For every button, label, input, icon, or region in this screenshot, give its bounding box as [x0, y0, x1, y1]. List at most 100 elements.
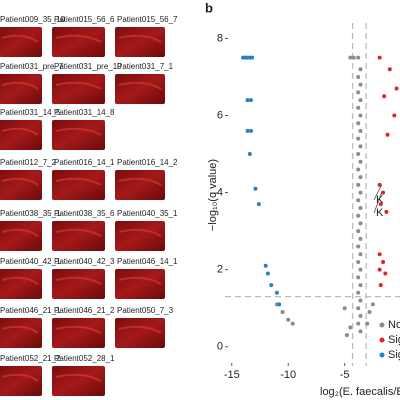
plate-label: Patient012_7_2	[0, 158, 57, 167]
y-axis-label: −log₁₀(q value)	[207, 159, 219, 231]
point	[356, 198, 361, 203]
point	[394, 86, 399, 91]
point	[377, 182, 382, 187]
plate-streak	[118, 34, 162, 43]
legend-label: Sig	[388, 334, 400, 346]
point	[358, 313, 363, 318]
plate-image	[52, 27, 105, 57]
plate-streak	[1, 325, 39, 334]
point	[382, 94, 387, 99]
legend-marker	[379, 337, 385, 343]
point	[356, 244, 361, 249]
point	[344, 333, 349, 338]
point	[245, 98, 250, 103]
x-tick-label: -10	[280, 369, 296, 381]
plate-image	[52, 318, 105, 348]
point	[358, 267, 363, 272]
plate-streak	[55, 177, 102, 186]
plate-image	[115, 27, 165, 57]
plate-label: Patient038_35_1	[0, 209, 61, 218]
plate-label: Patient015_56_6	[54, 15, 115, 24]
point	[358, 298, 363, 303]
point	[263, 263, 268, 268]
point	[358, 221, 363, 226]
point	[356, 167, 361, 172]
y-tick-label: 2	[217, 264, 223, 276]
plate-label: Patient009_35_10	[0, 15, 66, 24]
plate-streak	[1, 34, 39, 43]
plate-image	[0, 318, 42, 348]
point	[367, 310, 372, 315]
plate-streak	[55, 228, 102, 237]
panel-label: b	[205, 0, 213, 15]
point	[248, 128, 253, 133]
point	[274, 290, 279, 295]
plate-label: Patient031_14_8	[54, 108, 115, 117]
point	[358, 329, 363, 334]
plate-image	[52, 221, 105, 251]
plate-streak	[1, 177, 39, 186]
x-tick-label: -15	[224, 369, 240, 381]
plate-image	[0, 74, 42, 104]
point	[358, 82, 363, 87]
plate-image	[52, 74, 105, 104]
point	[248, 98, 253, 103]
point	[256, 202, 261, 207]
point	[356, 259, 361, 264]
point	[358, 283, 363, 288]
point	[277, 302, 282, 307]
x-axis-label: log₂(E. faecalis/E	[320, 386, 400, 398]
annotation-line	[373, 192, 382, 214]
plate-image	[115, 74, 165, 104]
point	[377, 55, 382, 60]
point	[356, 213, 361, 218]
plate-label: Patient031_14_5	[0, 108, 61, 117]
plate-streak	[118, 325, 162, 334]
point	[370, 302, 375, 307]
plate-label: Patient052_28_1	[54, 354, 115, 363]
y-tick-label: 6	[217, 109, 223, 121]
point	[356, 121, 361, 126]
point	[387, 67, 392, 72]
point	[384, 209, 389, 214]
point	[245, 128, 250, 133]
legend-label: Not	[388, 319, 400, 331]
plate-streak	[118, 228, 162, 237]
plate-image	[115, 318, 165, 348]
plate-label: Patient050_7_3	[117, 306, 174, 315]
point	[377, 252, 382, 257]
annotation: K	[376, 194, 384, 206]
point	[356, 321, 361, 326]
point	[265, 271, 270, 276]
plate-image	[52, 366, 105, 396]
plate-streak	[1, 228, 39, 237]
point	[385, 132, 390, 137]
plate-label: Patient016_14_1	[54, 158, 115, 167]
point	[356, 136, 361, 141]
point	[247, 152, 252, 157]
point	[290, 321, 295, 326]
plate-image	[0, 27, 42, 57]
point	[392, 113, 397, 118]
point	[378, 283, 383, 288]
plate-streak	[55, 325, 102, 334]
point	[286, 317, 291, 322]
point	[358, 159, 363, 164]
plate-label: Patient016_14_2	[117, 158, 178, 167]
point	[356, 74, 361, 79]
point	[356, 275, 361, 280]
plate-streak	[55, 34, 102, 43]
plate-streak	[1, 276, 39, 285]
point	[250, 55, 255, 60]
panel-b: b −log₁₀(q value) log₂(E. faecalis/E 0 2 4…	[205, 0, 400, 398]
point	[383, 271, 388, 276]
annotation-line	[373, 184, 382, 201]
point	[269, 283, 274, 288]
point	[356, 152, 361, 157]
plate-streak	[1, 81, 39, 90]
plate-image	[52, 120, 105, 150]
plate-streak	[118, 81, 162, 90]
point	[358, 175, 363, 180]
point	[358, 236, 363, 241]
